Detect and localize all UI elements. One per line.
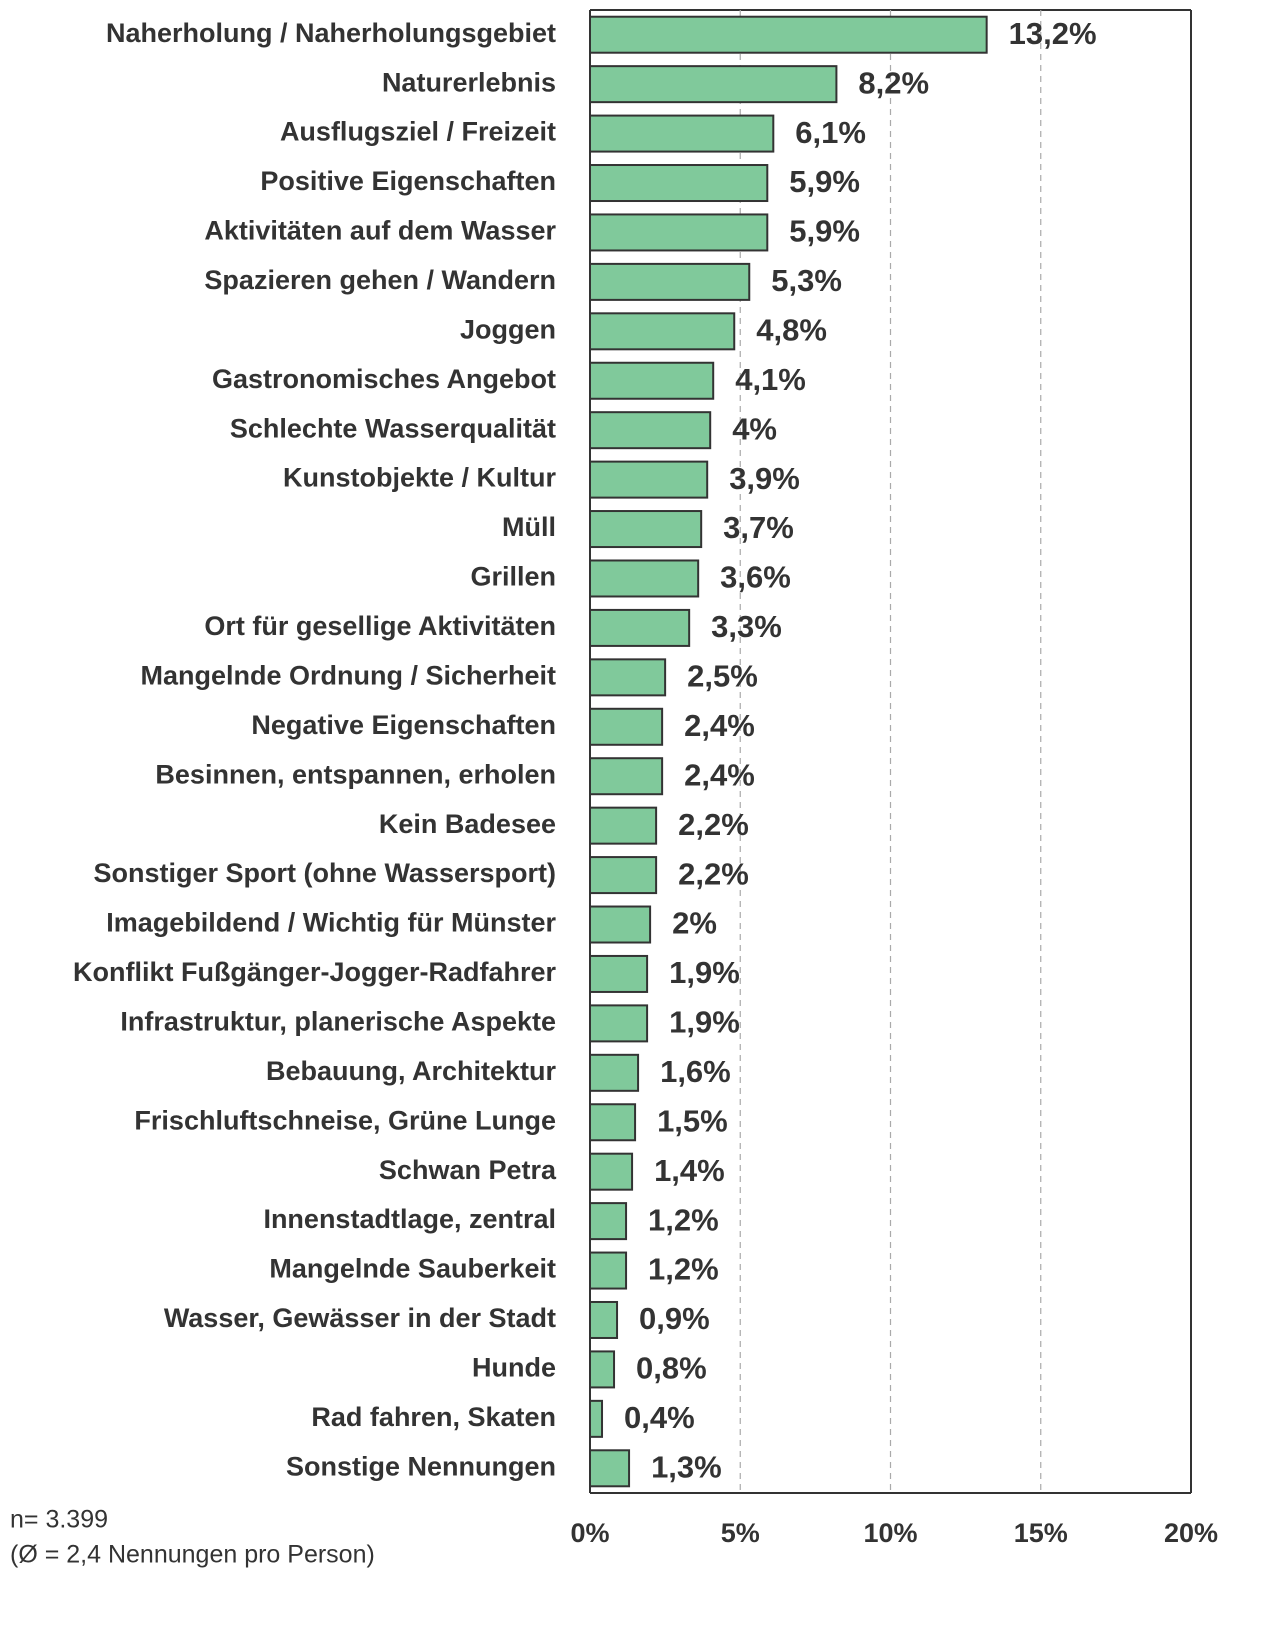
value-label: 8,2% bbox=[858, 65, 929, 100]
bar bbox=[589, 1152, 634, 1191]
bar bbox=[589, 411, 712, 450]
value-label: 3,3% bbox=[711, 609, 782, 644]
y-tick-label: Hunde bbox=[472, 1353, 556, 1383]
bar bbox=[589, 262, 751, 301]
value-label: 2,2% bbox=[678, 807, 749, 842]
bar bbox=[589, 1251, 628, 1290]
y-tick-label: Konflikt Fußgänger-Jogger-Radfahrer bbox=[73, 957, 557, 987]
y-tick-label: Ausflugsziel / Freizeit bbox=[280, 117, 556, 147]
y-tick-label: Kein Badesee bbox=[379, 809, 556, 839]
value-label: 6,1% bbox=[795, 115, 866, 150]
value-label: 2,2% bbox=[678, 856, 749, 891]
bar bbox=[589, 164, 769, 203]
value-label: 1,4% bbox=[654, 1153, 725, 1188]
bar bbox=[589, 15, 988, 54]
y-tick-label: Kunstobjekte / Kultur bbox=[283, 463, 556, 493]
y-tick-label: Imagebildend / Wichtig für Münster bbox=[106, 908, 556, 938]
bar bbox=[589, 608, 691, 647]
x-tick-label: 15% bbox=[1014, 1518, 1068, 1548]
bar bbox=[589, 213, 769, 252]
y-tick-label: Mangelnde Sauberkeit bbox=[269, 1254, 556, 1284]
y-tick-label: Besinnen, entspannen, erholen bbox=[155, 759, 556, 789]
y-tick-label: Schwan Petra bbox=[379, 1155, 557, 1185]
x-tick-label: 10% bbox=[863, 1518, 917, 1548]
note: (Ø = 2,4 Nennungen pro Person) bbox=[10, 1541, 375, 1569]
bar bbox=[589, 757, 664, 796]
bar bbox=[589, 954, 649, 993]
y-tick-label: Joggen bbox=[460, 314, 556, 344]
y-tick-label: Infrastruktur, planerische Aspekte bbox=[120, 1007, 556, 1037]
y-tick-label: Bebauung, Architektur bbox=[266, 1056, 557, 1086]
value-label: 3,7% bbox=[723, 510, 794, 545]
bar bbox=[589, 658, 667, 697]
value-label: 1,2% bbox=[648, 1202, 719, 1237]
y-tick-label: Frischluftschneise, Grüne Lunge bbox=[134, 1105, 556, 1135]
value-label: 0,9% bbox=[639, 1301, 710, 1336]
bar bbox=[589, 559, 700, 598]
y-tick-label: Negative Eigenschaften bbox=[251, 710, 556, 740]
bar bbox=[589, 707, 664, 746]
value-label: 2,4% bbox=[684, 757, 755, 792]
x-tick-label: 20% bbox=[1164, 1518, 1218, 1548]
y-tick-label: Sonstige Nennungen bbox=[286, 1451, 556, 1481]
y-tick-label: Mangelnde Ordnung / Sicherheit bbox=[140, 660, 556, 690]
value-label: 1,9% bbox=[669, 1005, 740, 1040]
bar bbox=[589, 312, 736, 351]
value-label: 1,6% bbox=[660, 1054, 731, 1089]
value-label: 13,2% bbox=[1009, 16, 1097, 51]
bar bbox=[589, 114, 775, 153]
value-label: 2% bbox=[672, 906, 717, 941]
y-tick-label: Müll bbox=[502, 512, 556, 542]
bar bbox=[589, 1103, 637, 1142]
bar bbox=[589, 905, 652, 944]
bar bbox=[589, 1300, 619, 1339]
x-tick-label: 5% bbox=[721, 1518, 760, 1548]
value-label: 2,4% bbox=[684, 708, 755, 743]
note: n= 3.399 bbox=[10, 1506, 108, 1534]
y-tick-label: Grillen bbox=[470, 562, 556, 592]
bar bbox=[589, 1004, 649, 1043]
x-tick-label: 0% bbox=[570, 1518, 609, 1548]
value-label: 1,5% bbox=[657, 1103, 728, 1138]
y-tick-label: Innenstadtlage, zentral bbox=[263, 1204, 556, 1234]
value-label: 5,9% bbox=[789, 164, 860, 199]
value-label: 4,1% bbox=[735, 362, 806, 397]
y-tick-label: Sonstiger Sport (ohne Wassersport) bbox=[93, 858, 556, 888]
value-label: 5,3% bbox=[771, 263, 842, 298]
value-label: 3,6% bbox=[720, 560, 791, 595]
value-label: 3,9% bbox=[729, 461, 800, 496]
bar bbox=[589, 1350, 616, 1389]
value-label: 0,4% bbox=[624, 1400, 695, 1435]
bar bbox=[589, 65, 838, 104]
bar bbox=[589, 1053, 640, 1092]
value-label: 1,9% bbox=[669, 955, 740, 990]
value-label: 5,9% bbox=[789, 214, 860, 249]
bar bbox=[589, 510, 703, 549]
bar bbox=[589, 856, 658, 895]
value-label: 0,8% bbox=[636, 1351, 707, 1386]
value-label: 1,2% bbox=[648, 1252, 719, 1287]
y-tick-label: Schlechte Wasserqualität bbox=[230, 413, 556, 443]
y-tick-label: Ort für gesellige Aktivitäten bbox=[204, 611, 556, 641]
value-label: 2,5% bbox=[687, 659, 758, 694]
y-tick-label: Spazieren gehen / Wandern bbox=[204, 265, 556, 295]
bar bbox=[589, 1399, 604, 1438]
value-label: 1,3% bbox=[651, 1449, 722, 1484]
bar bbox=[589, 1449, 631, 1488]
y-tick-label: Naturerlebnis bbox=[382, 67, 556, 97]
bar bbox=[589, 361, 715, 400]
y-tick-label: Rad fahren, Skaten bbox=[311, 1402, 556, 1432]
y-tick-label: Positive Eigenschaften bbox=[260, 166, 556, 196]
value-label: 4% bbox=[732, 411, 777, 446]
y-tick-label: Aktivitäten auf dem Wasser bbox=[204, 216, 556, 246]
y-tick-label: Naherholung / Naherholungsgebiet bbox=[106, 18, 556, 48]
y-tick-label: Gastronomisches Angebot bbox=[212, 364, 556, 394]
y-tick-label: Wasser, Gewässer in der Stadt bbox=[164, 1303, 556, 1333]
value-label: 4,8% bbox=[756, 313, 827, 348]
bar bbox=[589, 1202, 628, 1241]
bar bbox=[589, 806, 658, 845]
bar bbox=[589, 460, 709, 499]
